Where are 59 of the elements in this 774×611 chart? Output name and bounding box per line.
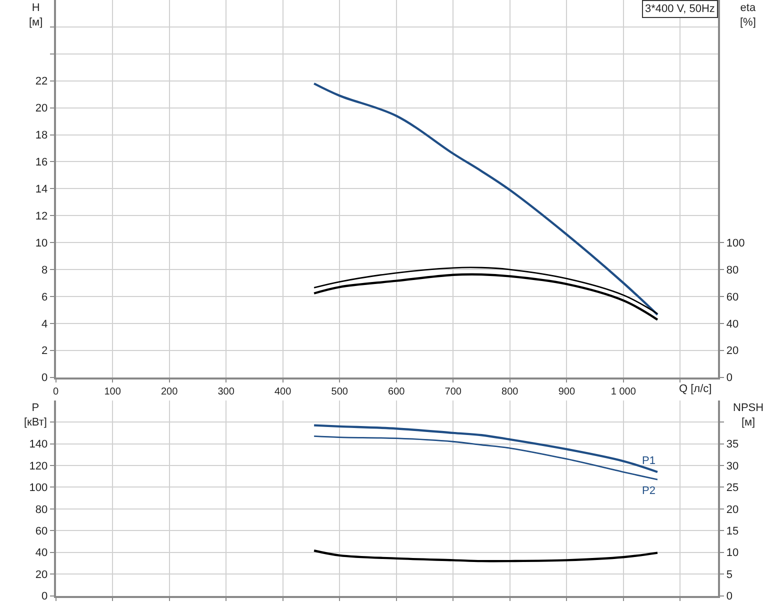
y-tick-label: 0 bbox=[41, 590, 48, 603]
y2-tick-label: 25 bbox=[726, 482, 739, 494]
line-series bbox=[312, 550, 659, 562]
line-series bbox=[312, 82, 659, 316]
y2-axis-title: eta [%] bbox=[740, 2, 756, 28]
y2-tick-label: 10 bbox=[726, 547, 739, 560]
line-series bbox=[313, 435, 658, 480]
x-tick-label: 500 bbox=[331, 386, 348, 398]
y-axis-title: H [м] bbox=[29, 2, 43, 28]
y2-tick-label: 15 bbox=[726, 526, 739, 538]
y-tick-label: 8 bbox=[41, 264, 48, 276]
y-tick-label: 120 bbox=[29, 460, 48, 472]
y2-tick-label: 40 bbox=[726, 318, 739, 330]
x-axis-title: Q [л/с] bbox=[679, 383, 712, 395]
x-tick-label: 100 bbox=[104, 386, 122, 398]
y-tick-label: 16 bbox=[35, 156, 48, 169]
y-tick-label: 22 bbox=[35, 76, 48, 88]
y-tick-label: 18 bbox=[35, 130, 48, 142]
x-tick-label: 800 bbox=[502, 386, 519, 398]
y2-tick-label: 20 bbox=[726, 504, 739, 516]
x-tick-label: 700 bbox=[444, 386, 462, 398]
y2-tick-label: 60 bbox=[726, 291, 739, 304]
y-tick-label: 0 bbox=[41, 372, 48, 384]
line-series bbox=[312, 424, 659, 474]
y2-tick-label: 0 bbox=[726, 590, 733, 603]
y-tick-label: 4 bbox=[41, 318, 48, 330]
y-tick-label: 140 bbox=[29, 438, 48, 451]
y-tick-label: 20 bbox=[35, 568, 48, 581]
y2-tick-label: 30 bbox=[726, 460, 739, 472]
line-series bbox=[313, 266, 658, 314]
y2-tick-label: 5 bbox=[726, 568, 733, 581]
y-tick-label: 10 bbox=[35, 237, 48, 250]
y-tick-label: 6 bbox=[41, 291, 48, 304]
y2-tick-label: 100 bbox=[726, 237, 745, 250]
y-tick-label: 12 bbox=[35, 210, 48, 222]
x-tick-label: 400 bbox=[274, 386, 292, 398]
x-tick-label: 0 bbox=[53, 386, 60, 398]
chart-title: 3*400 V, 50Hz bbox=[645, 3, 715, 15]
y2-tick-label: 80 bbox=[726, 264, 739, 276]
y-tick-label: 20 bbox=[35, 102, 48, 115]
x-tick-label: 200 bbox=[160, 386, 178, 398]
y-tick-label: 40 bbox=[35, 547, 48, 560]
y2-tick-label: 20 bbox=[726, 345, 739, 358]
y-tick-label: 2 bbox=[41, 345, 48, 358]
line-series bbox=[312, 273, 659, 321]
x-tick-label: 1 000 bbox=[610, 386, 636, 398]
x-tick-label: 600 bbox=[388, 386, 406, 398]
y-tick-label: 80 bbox=[35, 504, 48, 516]
y-tick-label: 100 bbox=[29, 482, 48, 494]
y2-tick-label: 35 bbox=[726, 438, 739, 451]
annotation: P2 bbox=[642, 485, 656, 497]
y-tick-label: 14 bbox=[35, 184, 48, 196]
y-axis-title: P [кВт] bbox=[24, 402, 47, 428]
annotation: P1 bbox=[642, 455, 656, 467]
x-tick-label: 900 bbox=[558, 386, 576, 398]
x-tick-label: 300 bbox=[218, 386, 235, 398]
y2-axis-title: NPSH [м] bbox=[733, 402, 764, 428]
y-tick-label: 60 bbox=[35, 526, 48, 538]
y2-tick-label: 0 bbox=[726, 372, 733, 384]
